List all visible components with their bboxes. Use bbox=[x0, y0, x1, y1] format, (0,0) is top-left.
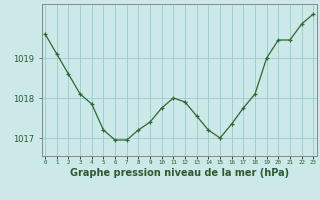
X-axis label: Graphe pression niveau de la mer (hPa): Graphe pression niveau de la mer (hPa) bbox=[70, 168, 289, 178]
